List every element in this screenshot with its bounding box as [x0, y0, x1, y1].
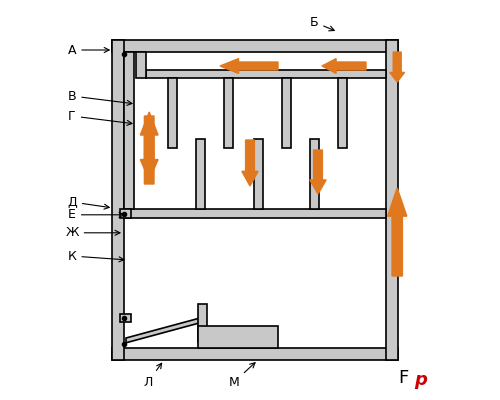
FancyArrow shape	[390, 52, 404, 82]
Text: М: М	[228, 363, 255, 388]
Bar	[338, 78, 347, 148]
Text: Б: Б	[310, 16, 334, 31]
Text: В: В	[68, 90, 132, 105]
Bar	[386, 40, 398, 360]
Bar	[124, 52, 134, 209]
Bar	[112, 348, 398, 360]
FancyArrow shape	[140, 116, 158, 180]
FancyArrow shape	[310, 150, 326, 194]
Bar	[112, 40, 124, 360]
Bar	[282, 78, 291, 148]
Bar	[120, 209, 131, 218]
Text: Е: Е	[68, 208, 124, 221]
Text: Ж: Ж	[66, 226, 120, 239]
Bar	[124, 209, 386, 218]
Text: F: F	[398, 369, 408, 387]
Bar	[196, 139, 205, 209]
Bar	[310, 139, 319, 209]
FancyArrow shape	[388, 188, 407, 276]
Bar	[168, 78, 177, 148]
Text: Л: Л	[144, 363, 162, 388]
Text: Д: Д	[67, 196, 109, 209]
FancyArrow shape	[322, 59, 366, 73]
Bar	[198, 304, 207, 342]
Bar	[198, 326, 278, 348]
Text: Г: Г	[68, 110, 132, 125]
Bar	[112, 40, 398, 52]
Bar	[120, 314, 131, 322]
Text: А: А	[68, 44, 109, 56]
FancyArrow shape	[242, 140, 258, 186]
FancyArrow shape	[220, 59, 278, 73]
Text: К: К	[68, 250, 124, 262]
Bar	[254, 139, 263, 209]
Text: p: p	[414, 371, 427, 389]
Polygon shape	[126, 318, 200, 343]
FancyArrow shape	[140, 112, 158, 184]
Bar	[224, 78, 233, 148]
Bar	[146, 70, 386, 78]
Bar	[136, 52, 146, 78]
